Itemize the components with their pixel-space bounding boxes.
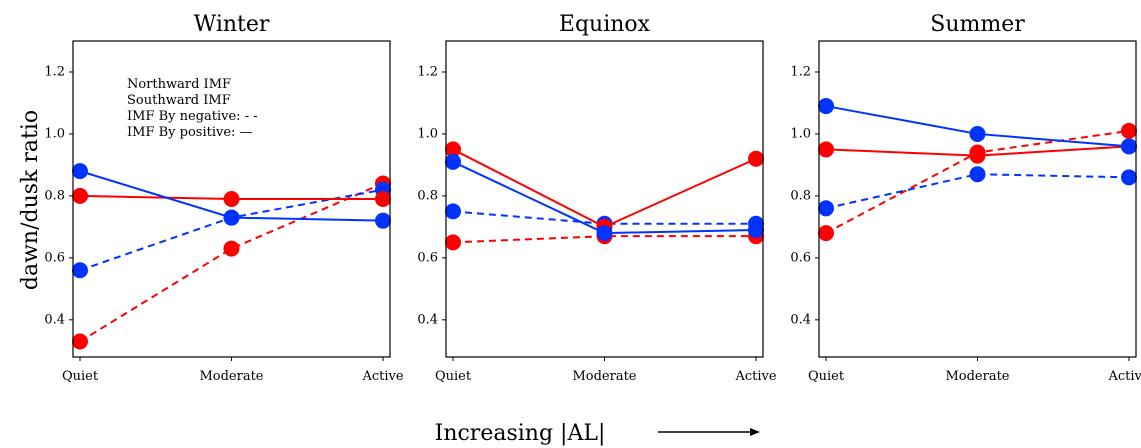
panel-title: Equinox <box>559 12 651 37</box>
panels: Winter 0.4 0.6 0.8 1.0 1.2 Quiet Moderate Active… <box>44 12 1141 384</box>
series-southward-by-positive <box>818 98 1137 155</box>
data-point <box>818 200 834 217</box>
series-line <box>452 210 756 225</box>
y-tick-label: 1.2 <box>417 64 438 79</box>
data-point <box>72 333 88 350</box>
data-point <box>748 221 764 238</box>
data-point <box>969 147 986 164</box>
y-tick-label: 1.0 <box>417 126 438 141</box>
data-point <box>223 191 240 207</box>
series-line <box>452 235 756 244</box>
data-point <box>818 98 834 115</box>
x-tick-label: Moderate <box>945 369 1009 384</box>
x-tick-label: Quiet <box>808 369 845 384</box>
panel-winter: Winter 0.4 0.6 0.8 1.0 1.2 Quiet Moderate Active <box>44 12 404 384</box>
y-tick-label: 0.8 <box>790 188 811 203</box>
data-point <box>445 234 461 251</box>
y-tick-label: 0.4 <box>44 312 65 327</box>
y-tick-label: 1.0 <box>790 126 811 141</box>
data-point <box>818 141 834 158</box>
y-tick-label: 0.6 <box>44 250 65 265</box>
panel-equinox: Equinox 0.4 0.6 0.8 1.0 1.2 Quiet Moderate Activ… <box>417 12 777 384</box>
data-point <box>818 225 834 242</box>
data-point <box>375 191 391 207</box>
series-line <box>825 173 1130 210</box>
x-tick-label: Quiet <box>62 369 99 384</box>
increasing-arrow-icon <box>658 428 760 436</box>
y-tick-label: 0.4 <box>790 312 811 327</box>
series-southward-by-positive <box>445 153 764 242</box>
data-point <box>72 262 88 279</box>
panel-summer: Summer 0.4 0.6 0.8 1.0 1.2 Quiet Moderate Active <box>790 12 1141 384</box>
plot-frame <box>445 40 764 358</box>
x-tick-label: Moderate <box>199 369 263 384</box>
x-tick-label: Active <box>1107 369 1141 384</box>
data-point <box>375 212 391 229</box>
series-southward-by-positive <box>72 163 391 229</box>
plot-frame <box>72 40 391 358</box>
data-point <box>72 163 88 180</box>
y-tick-label: 0.6 <box>417 250 438 265</box>
series-northward-by-positive <box>445 141 764 235</box>
y-tick-label: 0.8 <box>417 188 438 203</box>
data-point <box>445 153 461 170</box>
data-point <box>1121 138 1137 155</box>
x-tick-label: Moderate <box>572 369 636 384</box>
panel-title: Summer <box>930 12 1025 37</box>
legend-by-negative: IMF By negative: - - <box>127 109 258 124</box>
data-point <box>72 187 88 204</box>
series-line <box>79 182 384 343</box>
data-point <box>445 141 461 158</box>
data-point <box>596 225 613 242</box>
panel-title: Winter <box>194 12 270 37</box>
x-axis-label: Increasing |AL| <box>435 421 606 446</box>
data-point <box>748 150 764 167</box>
data-point <box>969 166 986 183</box>
series-southward-by-negative <box>818 166 1137 217</box>
y-axis-label: dawn/dusk ratio <box>18 110 43 290</box>
legend-by-positive: IMF By positive: — <box>127 125 253 140</box>
series-line <box>452 148 757 228</box>
x-tick-label: Active <box>734 369 776 384</box>
legend-southward: Southward IMF <box>127 93 231 108</box>
series-northward-by-positive <box>72 187 391 207</box>
y-tick-label: 0.6 <box>790 250 811 265</box>
y-tick-label: 0.4 <box>417 312 438 327</box>
data-point <box>1121 122 1137 139</box>
data-point <box>223 209 240 226</box>
y-tick-label: 0.8 <box>44 188 65 203</box>
data-point <box>445 203 461 220</box>
y-tick-label: 1.2 <box>790 64 811 79</box>
y-tick-label: 1.2 <box>44 64 65 79</box>
legend-northward: Northward IMF <box>127 77 231 92</box>
legend: Northward IMF Southward IMF IMF By negat… <box>127 77 258 140</box>
plot-frame <box>818 40 1137 358</box>
x-tick-label: Quiet <box>435 369 472 384</box>
data-point <box>223 240 240 257</box>
data-point <box>969 125 986 142</box>
y-tick-label: 1.0 <box>44 126 65 141</box>
data-point <box>1121 169 1137 186</box>
x-tick-label: Active <box>361 369 403 384</box>
